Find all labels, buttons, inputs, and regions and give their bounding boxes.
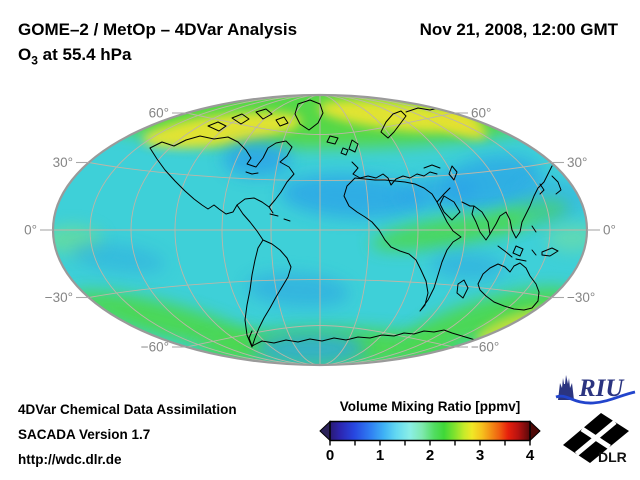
- colorbar: [319, 420, 541, 446]
- colorbar-gradient: [329, 420, 531, 442]
- dlr-emblem-icon: [563, 413, 629, 463]
- dlr-logo: DLR: [563, 413, 629, 465]
- colorbar-tick-2: 2: [425, 447, 435, 464]
- graticule: [53, 95, 587, 365]
- lat-label-right-60n: 60°: [471, 106, 491, 121]
- species-subscript: 3: [31, 53, 38, 68]
- latitude-labels: 60° 30° 0° −30° −60° 60° 30° 0° −30° −60…: [24, 106, 616, 355]
- lat-label-left-60s: −60°: [141, 340, 169, 355]
- riu-wave-icon: [555, 390, 636, 405]
- lat-label-right-30s: −30°: [567, 290, 595, 305]
- colorbar-tick-4: 4: [525, 447, 535, 464]
- lat-label-right-30n: 30°: [567, 155, 587, 170]
- lat-label-left-30s: −30°: [45, 290, 73, 305]
- colorbar-tick-1: 1: [375, 447, 385, 464]
- species-subtitle: O3 at 55.4 hPa: [18, 45, 131, 67]
- credit-url: http://wdc.dlr.de: [18, 452, 122, 467]
- species-base: O: [18, 45, 32, 64]
- colorbar-title: Volume Mixing Ratio [ppmv]: [339, 399, 521, 414]
- lat-label-right-60s: −60°: [471, 340, 499, 355]
- page-title: GOME–2 / MetOp – 4DVar Analysis: [18, 20, 298, 39]
- lat-label-left-eq: 0°: [24, 223, 37, 238]
- lat-label-left-30n: 30°: [53, 155, 73, 170]
- colorbar-tick-marks: [329, 440, 531, 446]
- riu-cathedral-icon: [558, 375, 574, 400]
- colorbar-right-arrow: [529, 420, 541, 442]
- colorbar-tick-0: 0: [325, 447, 335, 464]
- colorbar-tick-3: 3: [475, 447, 485, 464]
- lat-label-right-eq: 0°: [603, 223, 616, 238]
- colorbar-left-arrow: [319, 420, 331, 442]
- riu-logo: RIU: [555, 375, 636, 405]
- coastlines: [149, 99, 562, 348]
- credit-line-1: 4DVar Chemical Data Assimilation: [18, 402, 237, 417]
- lat-label-left-60n: 60°: [149, 106, 169, 121]
- ozone-field: [53, 95, 587, 365]
- timestamp: Nov 21, 2008, 12:00 GMT: [419, 20, 618, 39]
- latitude-ticks: [40, 112, 600, 348]
- dlr-logo-text: DLR: [598, 449, 627, 465]
- species-rest: at 55.4 hPa: [37, 45, 132, 64]
- credit-line-2: SACADA Version 1.7: [18, 427, 151, 442]
